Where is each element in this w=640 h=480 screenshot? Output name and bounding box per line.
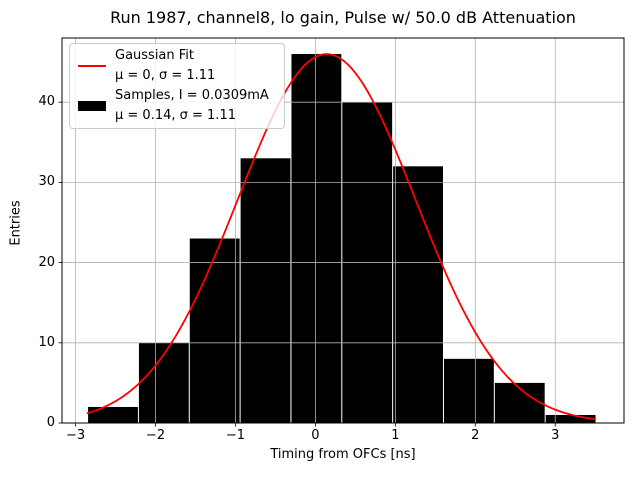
y-tick-label: 20 [38, 254, 55, 270]
x-tick-label: −2 [145, 428, 166, 443]
y-tick-label: 0 [46, 415, 55, 430]
x-tick-label: 1 [391, 428, 400, 443]
x-tick-label: 2 [471, 428, 480, 443]
histogram-bar [443, 358, 494, 423]
x-tick-label: 0 [311, 428, 320, 443]
histogram-bar [189, 238, 240, 423]
gaussian-fit-curve [86, 53, 597, 421]
x-tick-label: −3 [65, 428, 86, 443]
x-tick-label: −1 [225, 428, 246, 443]
legend-sublabel-samples: μ = 0.14, σ = 1.11 [115, 108, 236, 123]
histogram-bar [138, 342, 189, 423]
x-tick-label: 3 [551, 428, 560, 443]
y-tick-label: 30 [38, 174, 55, 190]
legend-sublabel-gaussian-fit: μ = 0, σ = 1.11 [115, 68, 216, 83]
legend-label-samples: Samples, I = 0.0309mA [115, 88, 269, 103]
red-line-swatch [78, 65, 106, 67]
y-axis-label: Entries [8, 200, 24, 246]
x-axis-label: Timing from OFCs [ns] [270, 447, 416, 462]
histogram-bar [545, 414, 596, 423]
y-tick-label: 40 [38, 94, 55, 110]
axes-spines [61, 37, 625, 424]
histogram-bar [240, 158, 291, 423]
histogram-bar [291, 54, 342, 423]
legend-entry-samples: Samples, I = 0.0309mA μ = 0.14, σ = 1.11 [78, 86, 276, 126]
y-tick-label: 10 [38, 334, 55, 350]
black-box-swatch [78, 101, 106, 111]
histogram-bar [393, 166, 443, 423]
legend-entry-gaussian-fit: Gaussian Fit μ = 0, σ = 1.11 [78, 46, 276, 86]
legend: Gaussian Fit μ = 0, σ = 1.11 Samples, I … [69, 43, 285, 129]
legend-label-gaussian-fit: Gaussian Fit [115, 48, 195, 63]
chart-title: Run 1987, channel8, lo gain, Pulse w/ 50… [110, 8, 576, 27]
histogram-bar [88, 406, 138, 423]
